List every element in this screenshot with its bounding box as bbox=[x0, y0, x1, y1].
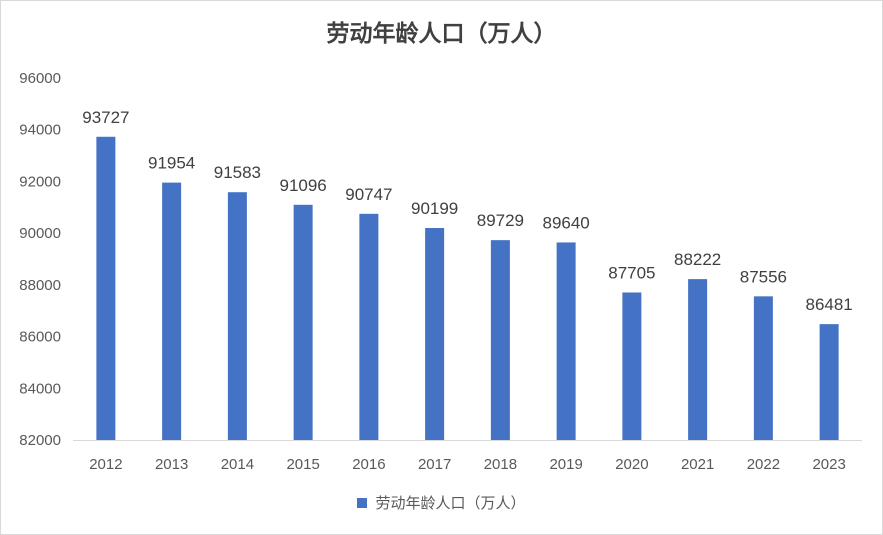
data-label-2018: 89729 bbox=[477, 211, 524, 230]
bar-2023 bbox=[819, 324, 839, 440]
y-tick-label: 84000 bbox=[19, 380, 61, 397]
data-label-2012: 93727 bbox=[82, 108, 129, 127]
data-label-2015: 91096 bbox=[279, 176, 326, 195]
bar-2020 bbox=[622, 292, 642, 440]
legend-label: 劳动年龄人口（万人） bbox=[375, 494, 526, 512]
x-tick-label: 2017 bbox=[418, 456, 451, 473]
bar-2015 bbox=[293, 204, 313, 440]
data-label-2016: 90747 bbox=[345, 185, 392, 204]
x-tick-label: 2018 bbox=[484, 456, 517, 473]
bar-2017 bbox=[425, 227, 445, 440]
chart-title: 劳动年龄人口（万人） bbox=[326, 21, 557, 47]
bar-2018 bbox=[490, 240, 510, 440]
bar-2016 bbox=[359, 213, 379, 440]
x-tick-label: 2015 bbox=[286, 456, 319, 473]
x-tick-label: 2014 bbox=[221, 456, 254, 473]
x-tick-label: 2019 bbox=[549, 456, 582, 473]
y-tick-label: 94000 bbox=[19, 122, 61, 139]
data-label-2019: 89640 bbox=[542, 213, 589, 232]
y-tick-label: 86000 bbox=[19, 329, 61, 346]
y-tick-label: 88000 bbox=[19, 277, 61, 294]
legend-swatch bbox=[357, 497, 368, 508]
x-tick-label: 2021 bbox=[681, 456, 714, 473]
x-tick-label: 2020 bbox=[615, 456, 648, 473]
y-tick-label: 92000 bbox=[19, 173, 61, 190]
x-tick-label: 2013 bbox=[155, 456, 188, 473]
y-tick-label: 90000 bbox=[19, 225, 61, 242]
bar-2022 bbox=[753, 296, 773, 440]
legend: 劳动年龄人口（万人） bbox=[0, 492, 883, 513]
data-label-2013: 91954 bbox=[148, 154, 195, 173]
data-label-2020: 87705 bbox=[608, 263, 655, 282]
data-label-2021: 88222 bbox=[674, 250, 721, 269]
x-tick-label: 2023 bbox=[812, 456, 845, 473]
x-tick-label: 2012 bbox=[89, 456, 122, 473]
data-label-2023: 86481 bbox=[805, 295, 852, 314]
bar-2013 bbox=[162, 182, 182, 441]
bar-2019 bbox=[556, 242, 576, 440]
x-tick-label: 2016 bbox=[352, 456, 385, 473]
bar-2012 bbox=[96, 136, 116, 440]
y-tick-label: 96000 bbox=[19, 70, 61, 87]
bar-2021 bbox=[688, 279, 708, 440]
data-label-2022: 87556 bbox=[740, 267, 787, 286]
x-tick-label: 2022 bbox=[747, 456, 780, 473]
data-label-2017: 90199 bbox=[411, 199, 458, 218]
y-tick-label: 82000 bbox=[19, 432, 61, 449]
bar-2014 bbox=[227, 192, 247, 440]
data-label-2014: 91583 bbox=[214, 163, 261, 182]
